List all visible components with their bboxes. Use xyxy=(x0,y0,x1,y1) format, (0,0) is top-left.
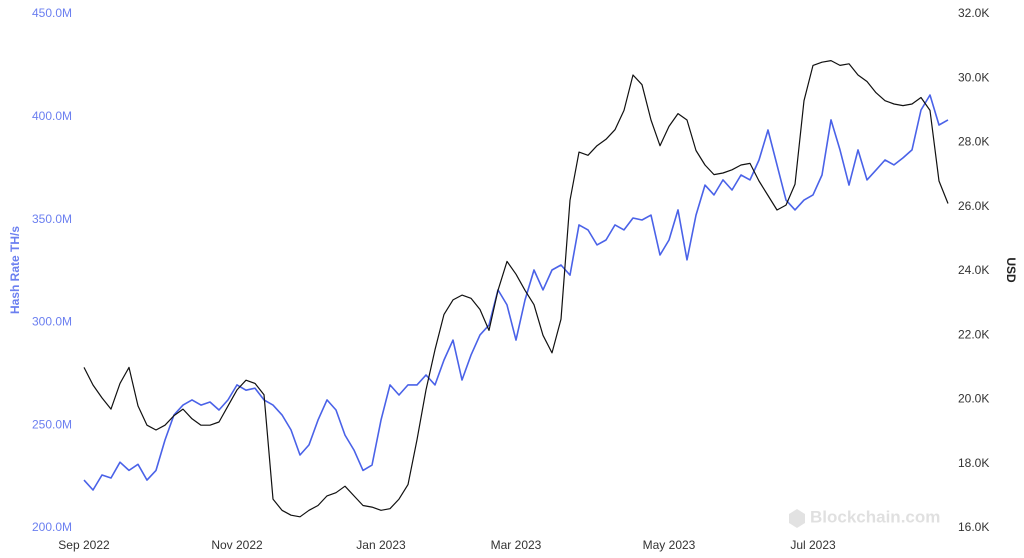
y-tick-label: 250.0M xyxy=(32,417,72,431)
y2-tick-label: 22.0K xyxy=(958,327,989,341)
y2-tick-label: 32.0K xyxy=(958,6,989,20)
x-tick-label: Mar 2023 xyxy=(491,538,542,552)
x-tick-label: Jul 2023 xyxy=(790,538,836,552)
y2-tick-label: 24.0K xyxy=(958,263,989,277)
watermark-icon xyxy=(789,509,805,528)
x-tick-label: Nov 2022 xyxy=(211,538,263,552)
y-axis-title: Hash Rate TH/s xyxy=(8,226,22,314)
y-tick-label: 450.0M xyxy=(32,6,72,20)
series-line xyxy=(83,60,949,518)
y2-tick-label: 20.0K xyxy=(958,392,989,406)
y2-tick-label: 30.0K xyxy=(958,70,989,84)
y2-tick-label: 16.0K xyxy=(958,520,989,534)
x-tick-label: May 2023 xyxy=(643,538,696,552)
y-tick-label: 400.0M xyxy=(32,109,72,123)
y-tick-label: 350.0M xyxy=(32,212,72,226)
y-tick-label: 300.0M xyxy=(32,315,72,329)
series-line xyxy=(83,94,949,491)
y2-axis-title: USD xyxy=(1004,257,1018,283)
x-tick-label: Jan 2023 xyxy=(356,538,406,552)
y-tick-label: 200.0M xyxy=(32,520,72,534)
y2-tick-label: 18.0K xyxy=(958,456,989,470)
y2-tick-label: 28.0K xyxy=(958,135,989,149)
y2-tick-label: 26.0K xyxy=(958,199,989,213)
watermark: Blockchain.com xyxy=(789,507,940,528)
watermark-text: Blockchain.com xyxy=(810,507,940,526)
x-tick-label: Sep 2022 xyxy=(58,538,110,552)
